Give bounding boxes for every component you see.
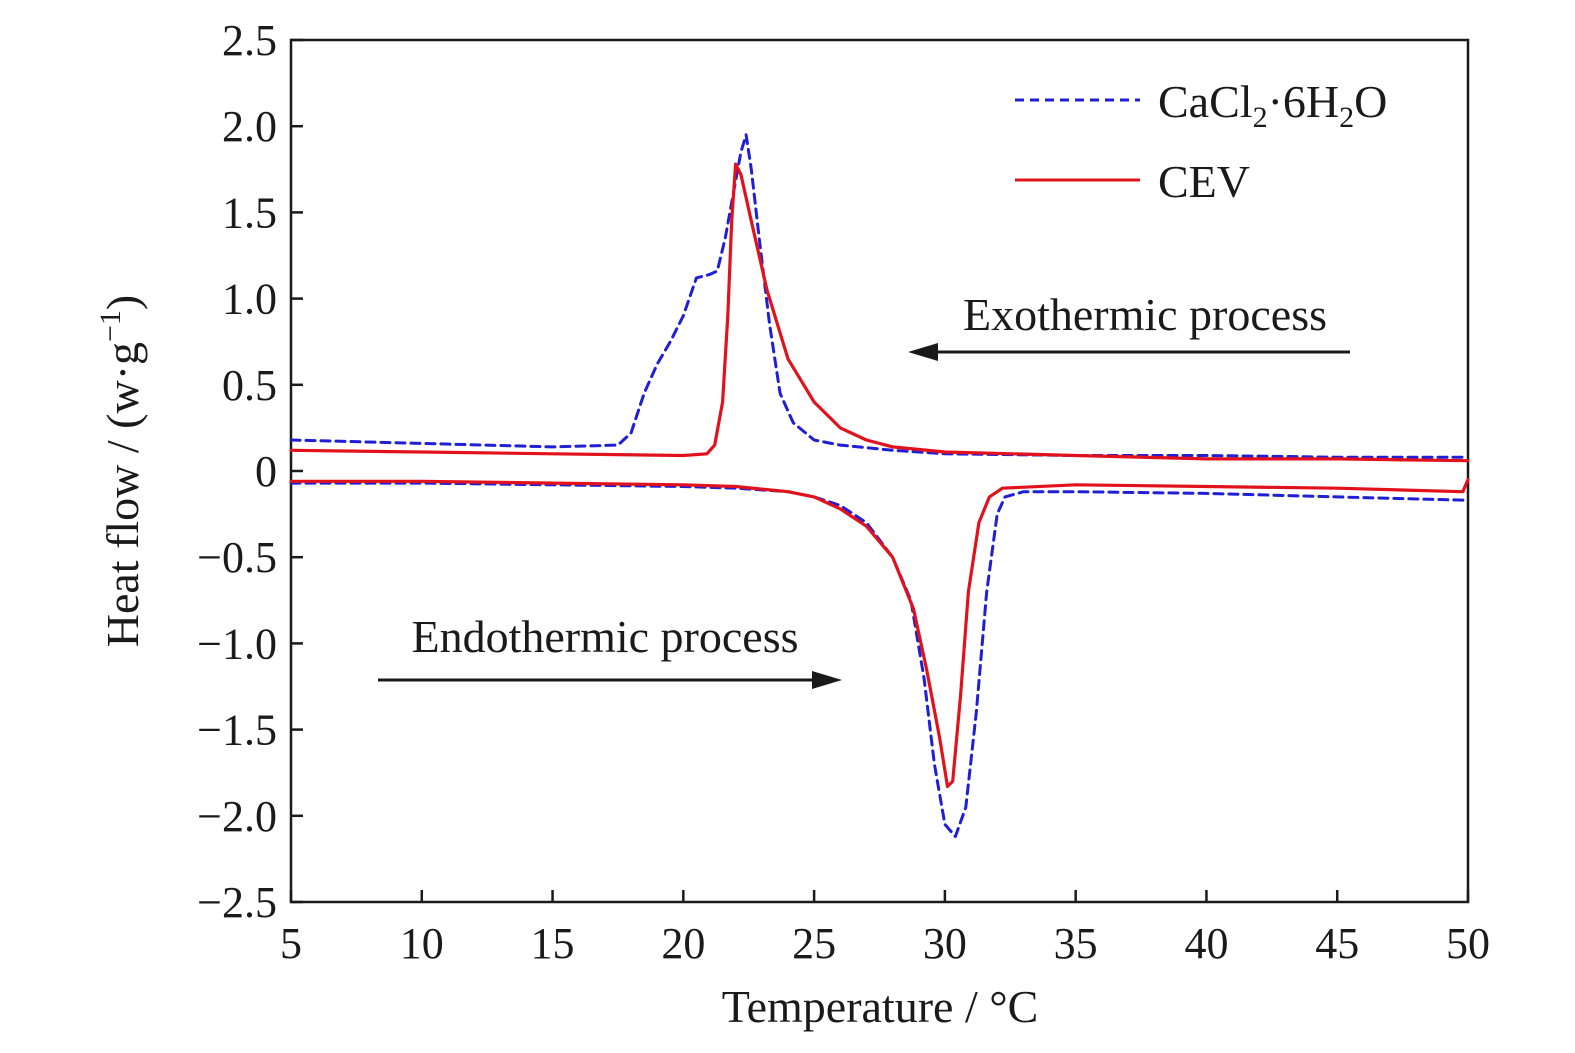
- annotation-exothermic-label: Exothermic process: [963, 289, 1327, 340]
- endothermic-arrow-head: [812, 671, 842, 689]
- x-tick-label: 50: [1446, 919, 1490, 968]
- y-tick-label: −2.0: [197, 792, 277, 841]
- y-tick-label: 0.5: [222, 361, 277, 410]
- x-tick-label: 35: [1054, 919, 1098, 968]
- y-tick-label: −2.5: [197, 878, 277, 927]
- annotation-endothermic: Endothermic process: [378, 611, 842, 689]
- x-tick-label: 5: [280, 919, 302, 968]
- x-tick-label: 25: [792, 919, 836, 968]
- legend: CaCl2·6H2O CEV: [1015, 76, 1387, 207]
- y-axis-title-main: Heat flow / (w·g: [97, 342, 148, 647]
- x-tick-label: 40: [1184, 919, 1228, 968]
- y-tick-label: 1.5: [222, 188, 277, 237]
- x-tick-label: 30: [923, 919, 967, 968]
- x-tick-label: 10: [400, 919, 444, 968]
- y-tick-label: 1.0: [222, 275, 277, 324]
- annotation-endothermic-label: Endothermic process: [411, 611, 798, 662]
- series-line-cev-heating: [289, 478, 1470, 789]
- exothermic-arrow-head: [908, 343, 938, 361]
- y-tick-label: 2.0: [222, 102, 277, 151]
- x-ticks: 5 10 15 20 25 30 35 40 45 50: [280, 890, 1490, 968]
- x-tick-label: 15: [531, 919, 575, 968]
- legend-label-cev: CEV: [1158, 156, 1250, 207]
- y-tick-label: −1.0: [197, 619, 277, 668]
- x-axis-title: Temperature / °C: [722, 981, 1039, 1032]
- series-layer: [289, 133, 1470, 838]
- y-tick-label: −0.5: [197, 533, 277, 582]
- legend-label-cacl2: CaCl2·6H2O: [1158, 76, 1387, 134]
- x-tick-label: 20: [661, 919, 705, 968]
- y-tick-label: −1.5: [197, 706, 277, 755]
- y-axis-title-sup: −1: [94, 310, 127, 342]
- series-line-cacl2-heating: [289, 481, 1470, 838]
- y-axis-title-close: ): [97, 295, 148, 310]
- y-tick-label: 2.5: [222, 16, 277, 65]
- annotation-exothermic: Exothermic process: [908, 289, 1350, 361]
- y-tick-label: 0: [255, 447, 277, 496]
- y-ticks: 2.5 2.0 1.5 1.0 0.5 0 −0.5 −1.0 −1.5 −2.0 −2.5: [197, 16, 303, 927]
- plot-frame: [289, 38, 1470, 904]
- y-axis-title: Heat flow / (w·g−1): [94, 295, 148, 648]
- x-tick-label: 45: [1315, 919, 1359, 968]
- series-line-cev-cooling: [289, 162, 1470, 463]
